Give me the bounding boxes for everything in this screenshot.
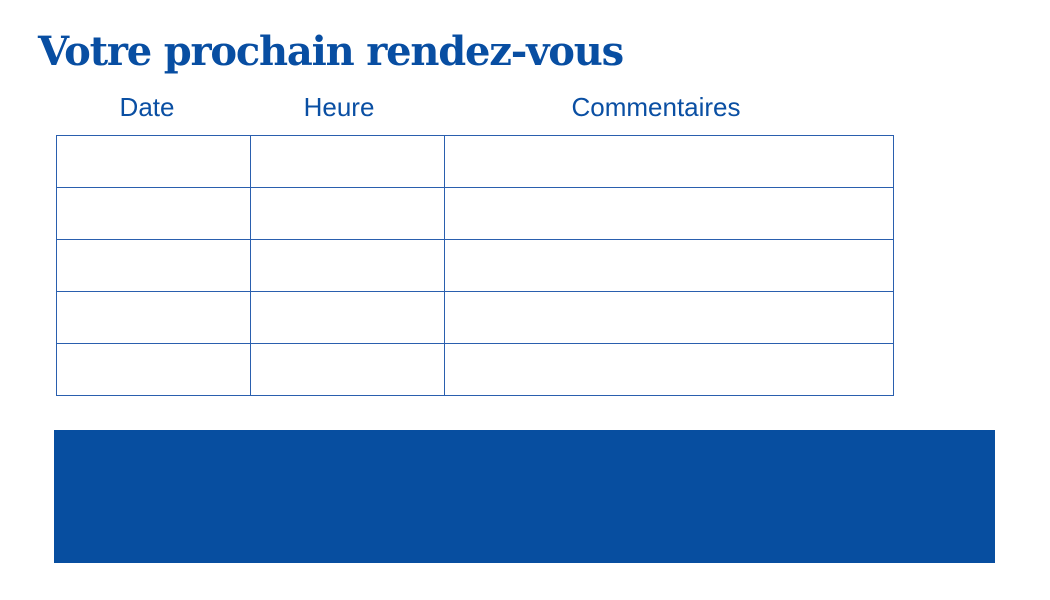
table-cell-heure[interactable] xyxy=(250,187,445,240)
column-header-date: Date xyxy=(119,92,175,122)
column-header-commentaires: Commentaires xyxy=(571,92,741,122)
table-cell-commentaires[interactable] xyxy=(444,135,894,188)
table-cell-heure[interactable] xyxy=(250,343,445,396)
table-cell-heure[interactable] xyxy=(250,291,445,344)
table-cell-date[interactable] xyxy=(56,343,251,396)
table-cell-heure[interactable] xyxy=(250,239,445,292)
column-header-heure: Heure xyxy=(303,92,375,122)
page-title: Votre prochain rendez-vous xyxy=(38,28,624,75)
table-row xyxy=(56,135,894,188)
table-row xyxy=(56,239,894,292)
table-row xyxy=(56,343,894,396)
table-cell-commentaires[interactable] xyxy=(444,343,894,396)
table-cell-date[interactable] xyxy=(56,187,251,240)
table-cell-date[interactable] xyxy=(56,291,251,344)
appointment-table xyxy=(56,135,894,396)
table-cell-commentaires[interactable] xyxy=(444,187,894,240)
table-row xyxy=(56,187,894,240)
table-cell-date[interactable] xyxy=(56,135,251,188)
table-cell-commentaires[interactable] xyxy=(444,291,894,344)
table-cell-heure[interactable] xyxy=(250,135,445,188)
table-row xyxy=(56,291,894,344)
table-cell-commentaires[interactable] xyxy=(444,239,894,292)
table-cell-date[interactable] xyxy=(56,239,251,292)
blue-banner xyxy=(54,430,995,563)
